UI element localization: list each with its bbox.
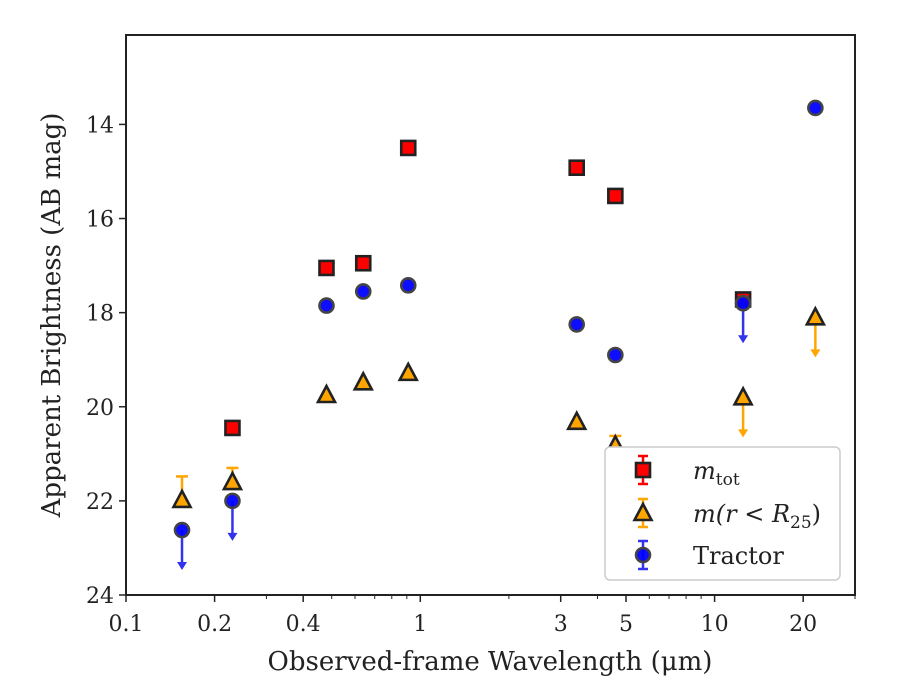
- legend-label-main: m: [693, 457, 716, 485]
- x-tick-label: 1: [413, 612, 427, 637]
- x-axis-title: Observed-frame Wavelength (μm): [268, 647, 713, 677]
- legend-label-tail: ): [812, 500, 821, 528]
- legend-label: Tractor: [693, 542, 784, 570]
- data-point-triangle: [221, 470, 244, 491]
- data-point-triangle: [566, 410, 588, 431]
- series-triangle: [171, 305, 827, 509]
- data-point-circle: [354, 283, 372, 300]
- data-point-square: [607, 187, 624, 205]
- legend-marker-triangle: [632, 501, 654, 522]
- x-tick-label: 10: [701, 612, 729, 637]
- legend-label-subscript: 25: [790, 513, 812, 533]
- upper-limit-arrow-head: [738, 429, 749, 438]
- x-tick-label: 0.1: [109, 612, 144, 637]
- data-point-square: [224, 419, 241, 437]
- data-point-circle: [173, 521, 191, 539]
- marks-layer: [171, 99, 827, 571]
- x-tick-label: 3: [554, 612, 568, 637]
- y-tick-label: 14: [86, 113, 114, 138]
- y-tick-label: 20: [86, 396, 114, 421]
- legend-box: [604, 446, 841, 581]
- series-square: [224, 139, 752, 437]
- data-point-triangle: [732, 385, 754, 406]
- y-tick-label: 16: [86, 208, 114, 233]
- series-circle: [173, 99, 824, 571]
- legend-label-main: Tractor: [693, 542, 784, 570]
- data-point-circle: [318, 297, 335, 314]
- plot-frame: [125, 34, 856, 596]
- legend-label-subscript: tot: [716, 470, 740, 490]
- y-tick-label: 22: [86, 490, 114, 515]
- data-point-square: [354, 254, 372, 272]
- ticks-layer: 0.1 0.2 0.4 1 3 5 10 20 14 16 18 20 22 24: [86, 113, 856, 637]
- data-point-circle: [399, 277, 417, 294]
- upper-limit-arrow-head: [227, 532, 238, 541]
- data-point-circle: [807, 99, 824, 117]
- x-tick-label: 0.2: [197, 612, 232, 637]
- x-tick-label: 0.4: [286, 612, 321, 637]
- data-point-triangle: [352, 370, 374, 391]
- data-point-triangle: [171, 488, 193, 509]
- x-tick-label: 5: [619, 612, 633, 637]
- upper-limit-arrow-head: [738, 335, 749, 344]
- x-tick-label: 20: [789, 612, 817, 637]
- upper-limit-arrow-head: [810, 349, 821, 358]
- legend-marker-square: [634, 461, 652, 479]
- y-tick-label: 24: [86, 584, 114, 609]
- data-point-triangle: [315, 383, 338, 404]
- data-point-square: [318, 259, 335, 277]
- data-point-circle: [568, 316, 586, 333]
- data-point-square: [399, 139, 417, 157]
- legend-entry: Tractor: [634, 539, 784, 571]
- legend-entry: m(r < R25): [632, 497, 821, 533]
- y-tick-label: 18: [86, 302, 114, 327]
- legend-marker-circle: [634, 546, 652, 564]
- legend-label-main: m(r < R: [693, 500, 790, 528]
- legend-label: mtot: [693, 457, 740, 490]
- data-point-square: [568, 159, 586, 177]
- data-point-circle: [734, 294, 752, 312]
- legend: mtot m(r < R25) Tractor: [604, 446, 841, 581]
- legend-entry: mtot: [634, 454, 740, 490]
- legend-label: m(r < R25): [693, 500, 821, 533]
- data-point-triangle: [397, 361, 419, 382]
- data-point-circle: [224, 492, 241, 510]
- upper-limit-arrow-head: [177, 562, 188, 571]
- y-axis-title: Apparent Brightness (AB mag): [37, 113, 67, 519]
- data-point-circle: [607, 346, 624, 364]
- data-point-triangle: [804, 305, 827, 326]
